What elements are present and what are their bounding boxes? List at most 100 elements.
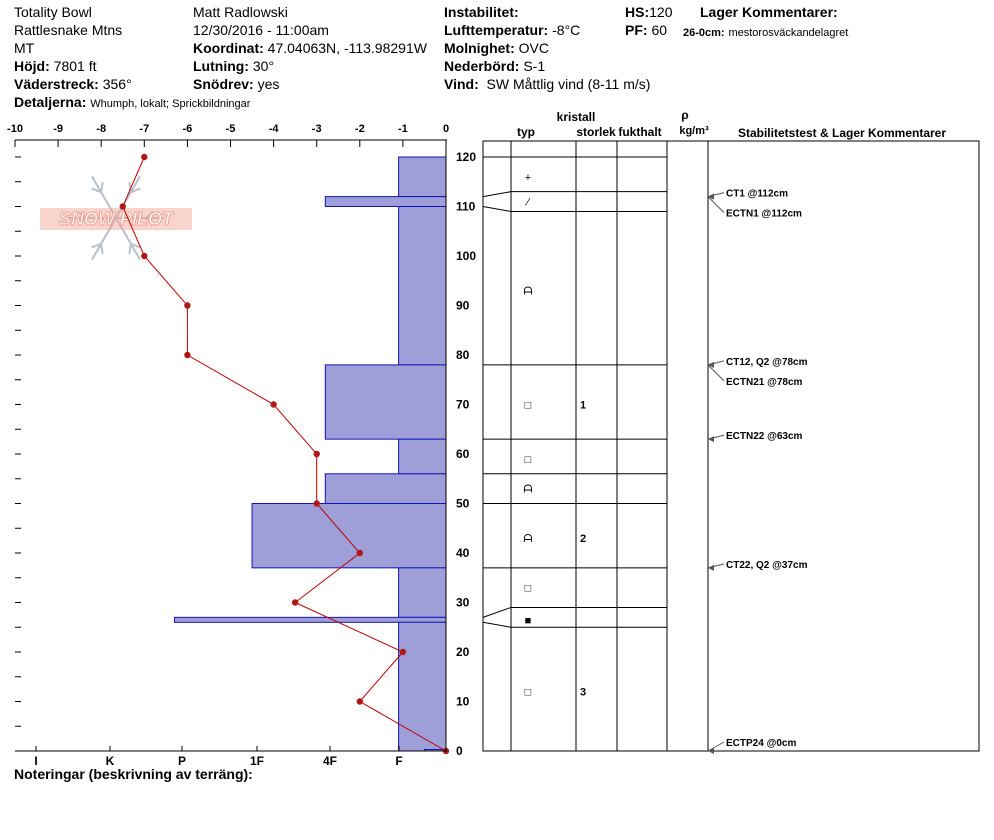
height-tick-label: 100: [456, 249, 476, 263]
snowflake-branch: [145, 210, 155, 219]
temperature-point: [356, 698, 363, 705]
hardness-bar: [173, 616, 447, 623]
grain-type-symbol: ᗩ: [523, 484, 532, 496]
temp-tick-label: -3: [312, 123, 322, 135]
grain-type-symbol: □: [525, 687, 532, 699]
precipitation: Nederbörd: S-1: [444, 58, 546, 74]
height-tick-label: 110: [456, 200, 476, 214]
grain-size-value: 1: [580, 400, 586, 412]
temperature-point: [313, 450, 320, 458]
column-moisture-label: fukthalt: [618, 125, 661, 139]
observation-datetime: 12/30/2016 - 11:00am: [193, 22, 329, 38]
temperature-point: [270, 401, 277, 408]
height-tick-label: 50: [456, 497, 470, 511]
logo-text: SNOW PILOT: [59, 209, 175, 229]
temp-tick-label: -7: [139, 123, 149, 135]
snowflake-branch: [77, 210, 87, 219]
grain-type-symbol: ⁄: [524, 197, 531, 209]
hardness-bar: [398, 621, 447, 752]
stability-tests: CT1 @112cm ECTN1 @112cm CT12, Q2 @78cm ECTN…: [707, 189, 808, 754]
hardness-bar: [324, 364, 447, 440]
column-size-label: storlek: [576, 125, 616, 139]
elevation: Höjd: 7801 ft: [14, 58, 97, 74]
layer-connector: [482, 191, 512, 198]
layer-connector: [482, 606, 512, 618]
stability-pointer: [707, 196, 725, 213]
temp-tick-label: -6: [183, 123, 193, 135]
aspect: Väderstreck: 356°: [14, 76, 132, 92]
snowflake-branch: [77, 217, 87, 226]
grain-type-symbol: ᗩ: [523, 286, 532, 298]
temperature-point: [399, 648, 407, 656]
snow-pilot-logo: SNOW PILOT: [40, 175, 192, 261]
column-density-unit: kg/m³: [679, 125, 709, 137]
grain-type-symbol: +: [525, 172, 531, 184]
temp-tick-label: -8: [96, 123, 106, 135]
height-tick-label: 70: [456, 398, 470, 412]
height-tick-label: 60: [456, 447, 470, 461]
observer-name: Matt Radlowski: [193, 4, 288, 20]
stability-test-label: CT1 @112cm: [726, 189, 788, 200]
snowflake-arm: [91, 175, 117, 219]
grain-type-symbol: □: [525, 583, 532, 595]
snowflake-branch: [128, 243, 132, 255]
temperature-point: [119, 203, 126, 210]
grain-type-symbol: ᗩ: [523, 533, 532, 545]
hardness-tick-label: 4F: [323, 754, 337, 768]
mountain-range: Rattlesnake Mtns: [14, 22, 123, 38]
height-tick-label: 10: [456, 695, 470, 709]
temperature-line: [122, 156, 447, 752]
stability-pointer: [707, 741, 725, 752]
chart-axes: -10 -9 -8 -7 -6 -5 -4 -3 -2 -1 0010203040506070809…: [7, 123, 476, 768]
temperature-point: [184, 302, 191, 309]
stability-test-label: ECTN21 @78cm: [726, 377, 803, 388]
hardness-bar: [324, 196, 447, 208]
temperature-point: [356, 549, 363, 557]
stability-test-label: CT22, Q2 @37cm: [726, 560, 808, 571]
layer-comment: 26-0cm: mestorosväckandelagret: [683, 27, 849, 39]
hardness-bar: [251, 503, 447, 569]
snowflake-branch: [145, 217, 155, 226]
height-tick-label: 30: [456, 596, 470, 610]
column-type-label: typ: [517, 125, 535, 139]
column-crystal-label: kristall: [557, 110, 596, 124]
wind: Vind: SW Måttlig vind (8-11 m/s): [444, 76, 651, 92]
slope-angle: Lutning: 30°: [193, 58, 275, 74]
snow-drift: Snödrev: yes: [193, 76, 280, 92]
hardness-bar: [398, 438, 447, 475]
stability-arrowhead: [708, 193, 714, 200]
stability-pointer: [707, 364, 725, 382]
height-tick-label: 20: [456, 645, 470, 659]
stability-arrowhead: [708, 564, 714, 571]
layer-table: kristall typ storlek fukthalt ρ kg/m³ Stabilit…: [482, 108, 980, 752]
instability-label: Instabilitet:: [444, 4, 519, 20]
layer-comments-label: Lager Kommentarer:: [700, 4, 838, 20]
stability-arrowhead: [708, 361, 714, 368]
snowflake-branch: [128, 181, 132, 193]
hardness-bar: [324, 473, 447, 504]
hardness-tick-label: 1F: [250, 754, 264, 768]
snowflake-arm: [115, 175, 141, 219]
temperature-profile: [119, 153, 450, 755]
hardness-bar: [398, 567, 447, 618]
state: MT: [14, 40, 35, 56]
hardness-profile: [173, 156, 447, 752]
grain-size-value: 3: [580, 687, 586, 699]
temp-tick-label: -10: [7, 123, 23, 135]
hardness-bar: [398, 156, 447, 198]
snowflake-arm: [91, 217, 117, 261]
stability-test-label: CT12, Q2 @78cm: [726, 357, 808, 368]
temp-tick-label: -5: [226, 123, 236, 135]
hardness-bar: [398, 206, 447, 366]
terrain-notes-label: Noteringar (beskrivning av terräng):: [14, 766, 253, 782]
table-frame: [482, 140, 980, 752]
snowflake-branch: [100, 243, 104, 255]
hardness-tick-label: K: [106, 754, 115, 768]
temperature-point: [141, 252, 148, 260]
height-tick-label: 90: [456, 299, 470, 313]
foot-penetration: PF: 60: [625, 22, 668, 38]
air-temperature: Lufttemperatur: -8°C: [444, 22, 581, 38]
stability-test-label: ECTP24 @0cm: [726, 738, 796, 749]
snowflake-branch: [130, 187, 141, 193]
layer-connector: [482, 621, 512, 628]
